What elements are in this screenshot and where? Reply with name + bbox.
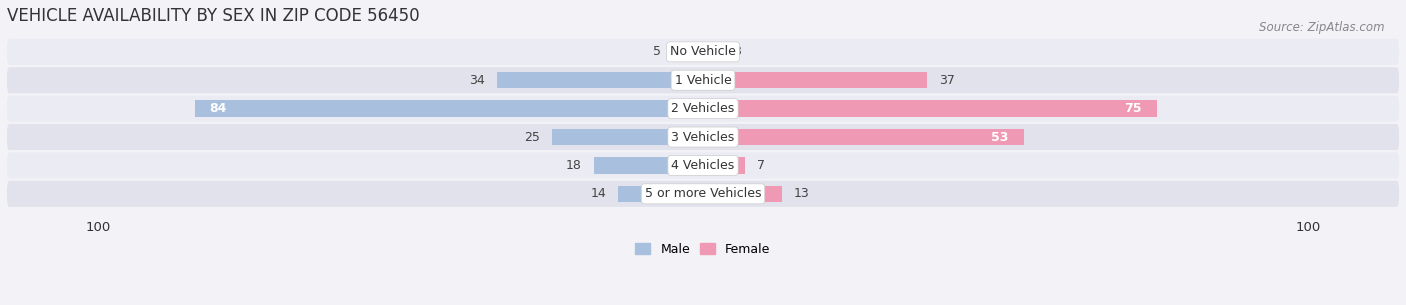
Bar [194,100,703,117]
Bar [498,72,703,88]
Bar [703,100,1157,117]
FancyBboxPatch shape [7,39,1399,65]
Text: 7: 7 [758,159,765,172]
Text: 3: 3 [734,45,741,58]
FancyBboxPatch shape [7,124,1399,150]
Bar [703,185,782,202]
Text: 14: 14 [591,187,606,200]
Text: VEHICLE AVAILABILITY BY SEX IN ZIP CODE 56450: VEHICLE AVAILABILITY BY SEX IN ZIP CODE … [7,7,419,25]
Text: 84: 84 [209,102,228,115]
Text: No Vehicle: No Vehicle [671,45,735,58]
Text: 25: 25 [523,131,540,144]
Text: 18: 18 [567,159,582,172]
Text: 13: 13 [794,187,810,200]
Text: 53: 53 [991,131,1008,144]
Bar [703,157,745,174]
Text: 5: 5 [652,45,661,58]
Text: 75: 75 [1125,102,1142,115]
Bar [672,44,703,60]
FancyBboxPatch shape [7,67,1399,93]
Text: 5 or more Vehicles: 5 or more Vehicles [645,187,761,200]
Bar [703,129,1024,145]
Bar [703,44,721,60]
Text: 4 Vehicles: 4 Vehicles [672,159,734,172]
Bar [551,129,703,145]
Text: 2 Vehicles: 2 Vehicles [672,102,734,115]
Bar [595,157,703,174]
Bar [619,185,703,202]
Text: 1 Vehicle: 1 Vehicle [675,74,731,87]
FancyBboxPatch shape [7,181,1399,207]
Text: 34: 34 [470,74,485,87]
FancyBboxPatch shape [7,152,1399,178]
Text: 37: 37 [939,74,955,87]
Text: Source: ZipAtlas.com: Source: ZipAtlas.com [1260,21,1385,34]
Text: 3 Vehicles: 3 Vehicles [672,131,734,144]
FancyBboxPatch shape [7,95,1399,122]
Bar [703,72,927,88]
Legend: Male, Female: Male, Female [630,238,776,261]
